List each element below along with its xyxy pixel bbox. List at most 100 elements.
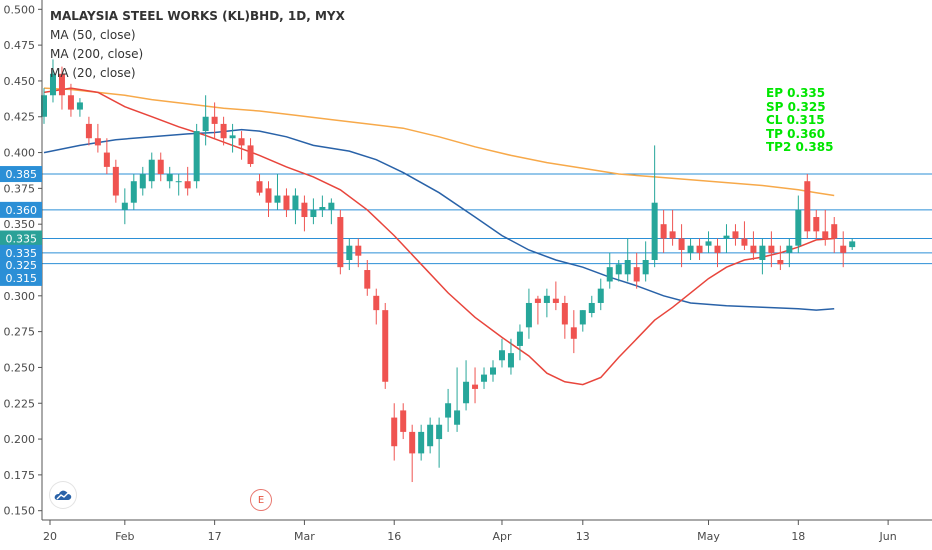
candle-6[interactable] xyxy=(94,123,101,153)
price-tag-text-5: 0.315 xyxy=(6,272,38,285)
candle-61[interactable] xyxy=(588,295,595,318)
candle-59[interactable] xyxy=(570,310,577,354)
candle-9[interactable] xyxy=(121,188,128,225)
candle-15[interactable] xyxy=(175,174,182,196)
candle-82[interactable] xyxy=(777,245,784,271)
candle-77[interactable] xyxy=(732,224,739,246)
candle-64[interactable] xyxy=(615,260,622,282)
tradingview-cloud-icon[interactable] xyxy=(50,482,76,508)
candle-7[interactable] xyxy=(103,138,110,175)
candle-73[interactable] xyxy=(696,238,703,260)
earnings-badge[interactable]: E xyxy=(250,489,272,511)
candle-71[interactable] xyxy=(678,224,685,268)
candle-19[interactable] xyxy=(211,102,218,139)
candle-87[interactable] xyxy=(822,209,829,246)
candle-24[interactable] xyxy=(256,174,263,196)
candle-32[interactable] xyxy=(328,198,335,225)
candle-80[interactable] xyxy=(759,238,766,275)
candle-55[interactable] xyxy=(534,295,541,325)
candle-58[interactable] xyxy=(561,295,568,339)
candle-31[interactable] xyxy=(319,195,326,218)
candle-84[interactable] xyxy=(795,195,802,253)
candle-20[interactable] xyxy=(220,116,227,146)
candle-83[interactable] xyxy=(786,238,793,268)
candle-74[interactable] xyxy=(705,231,712,253)
candle-48[interactable] xyxy=(472,367,479,404)
candle-1[interactable] xyxy=(49,59,56,103)
candle-18[interactable] xyxy=(202,95,209,146)
candle-10[interactable] xyxy=(130,174,137,210)
candle-67[interactable] xyxy=(642,241,649,282)
candle-21[interactable] xyxy=(229,123,236,153)
candle-33[interactable] xyxy=(337,209,344,275)
candle-88[interactable] xyxy=(831,217,838,253)
candle-53[interactable] xyxy=(516,324,523,361)
candle-44[interactable] xyxy=(436,417,443,468)
candle-90[interactable] xyxy=(849,238,856,250)
candle-11[interactable] xyxy=(139,166,146,196)
candle-12[interactable] xyxy=(148,152,155,189)
candle-41[interactable] xyxy=(409,424,416,483)
candle-66[interactable] xyxy=(633,252,640,289)
candle-69[interactable] xyxy=(660,209,667,253)
candle-28[interactable] xyxy=(292,188,299,225)
candle-46[interactable] xyxy=(454,367,461,432)
legend-ma200[interactable]: MA (200, close) xyxy=(50,47,144,61)
candle-85[interactable] xyxy=(804,174,811,239)
candle-17[interactable] xyxy=(193,123,200,189)
candle-4[interactable] xyxy=(76,98,83,117)
candle-40[interactable] xyxy=(400,403,407,440)
candle-89[interactable] xyxy=(840,231,847,268)
candle-34[interactable] xyxy=(346,238,353,271)
candle-68[interactable] xyxy=(651,145,658,268)
candle-75[interactable] xyxy=(714,238,721,268)
candle-81[interactable] xyxy=(768,231,775,268)
candle-0[interactable] xyxy=(41,88,47,124)
candle-51[interactable] xyxy=(498,338,505,368)
candle-50[interactable] xyxy=(490,360,496,382)
candle-78[interactable] xyxy=(741,221,748,250)
candle-27[interactable] xyxy=(283,188,290,218)
candle-76[interactable] xyxy=(723,224,730,253)
candle-70[interactable] xyxy=(669,209,676,246)
candle-8[interactable] xyxy=(112,159,119,203)
candle-39[interactable] xyxy=(391,403,398,461)
legend-ma20[interactable]: MA (20, close) xyxy=(50,66,136,80)
candle-43[interactable] xyxy=(427,417,434,454)
candlesticks[interactable] xyxy=(41,59,856,483)
candle-47[interactable] xyxy=(463,360,470,411)
candle-14[interactable] xyxy=(166,166,173,189)
candle-26[interactable] xyxy=(274,174,281,210)
candle-22[interactable] xyxy=(238,131,245,160)
candle-60[interactable] xyxy=(579,310,586,332)
candle-29[interactable] xyxy=(301,195,308,232)
candle-35[interactable] xyxy=(355,238,362,268)
candle-45[interactable] xyxy=(445,388,452,432)
candle-23[interactable] xyxy=(247,138,254,167)
candle-49[interactable] xyxy=(481,367,488,389)
candle-25[interactable] xyxy=(265,181,272,218)
candle-2[interactable] xyxy=(58,66,65,110)
candle-72[interactable] xyxy=(687,238,694,260)
candle-37[interactable] xyxy=(373,288,380,325)
candle-13[interactable] xyxy=(157,152,164,182)
candle-54[interactable] xyxy=(525,288,532,339)
candle-36[interactable] xyxy=(364,260,371,296)
legend-ma50[interactable]: MA (50, close) xyxy=(50,28,136,42)
candle-63[interactable] xyxy=(606,252,613,289)
candle-62[interactable] xyxy=(597,278,604,311)
candle-56[interactable] xyxy=(543,288,550,318)
candle-38[interactable] xyxy=(382,302,389,389)
candle-52[interactable] xyxy=(507,338,514,375)
candle-16[interactable] xyxy=(184,166,191,196)
symbol-title[interactable]: MALAYSIA STEEL WORKS (KL)BHD, 1D, MYX xyxy=(50,9,345,23)
candle-30[interactable] xyxy=(310,198,317,225)
candle-42[interactable] xyxy=(418,424,425,461)
candle-79[interactable] xyxy=(750,231,757,260)
candle-57[interactable] xyxy=(552,281,559,311)
candle-86[interactable] xyxy=(813,209,820,239)
candle-65[interactable] xyxy=(624,238,631,282)
candle-5[interactable] xyxy=(85,116,92,146)
candle-3[interactable] xyxy=(67,83,74,117)
